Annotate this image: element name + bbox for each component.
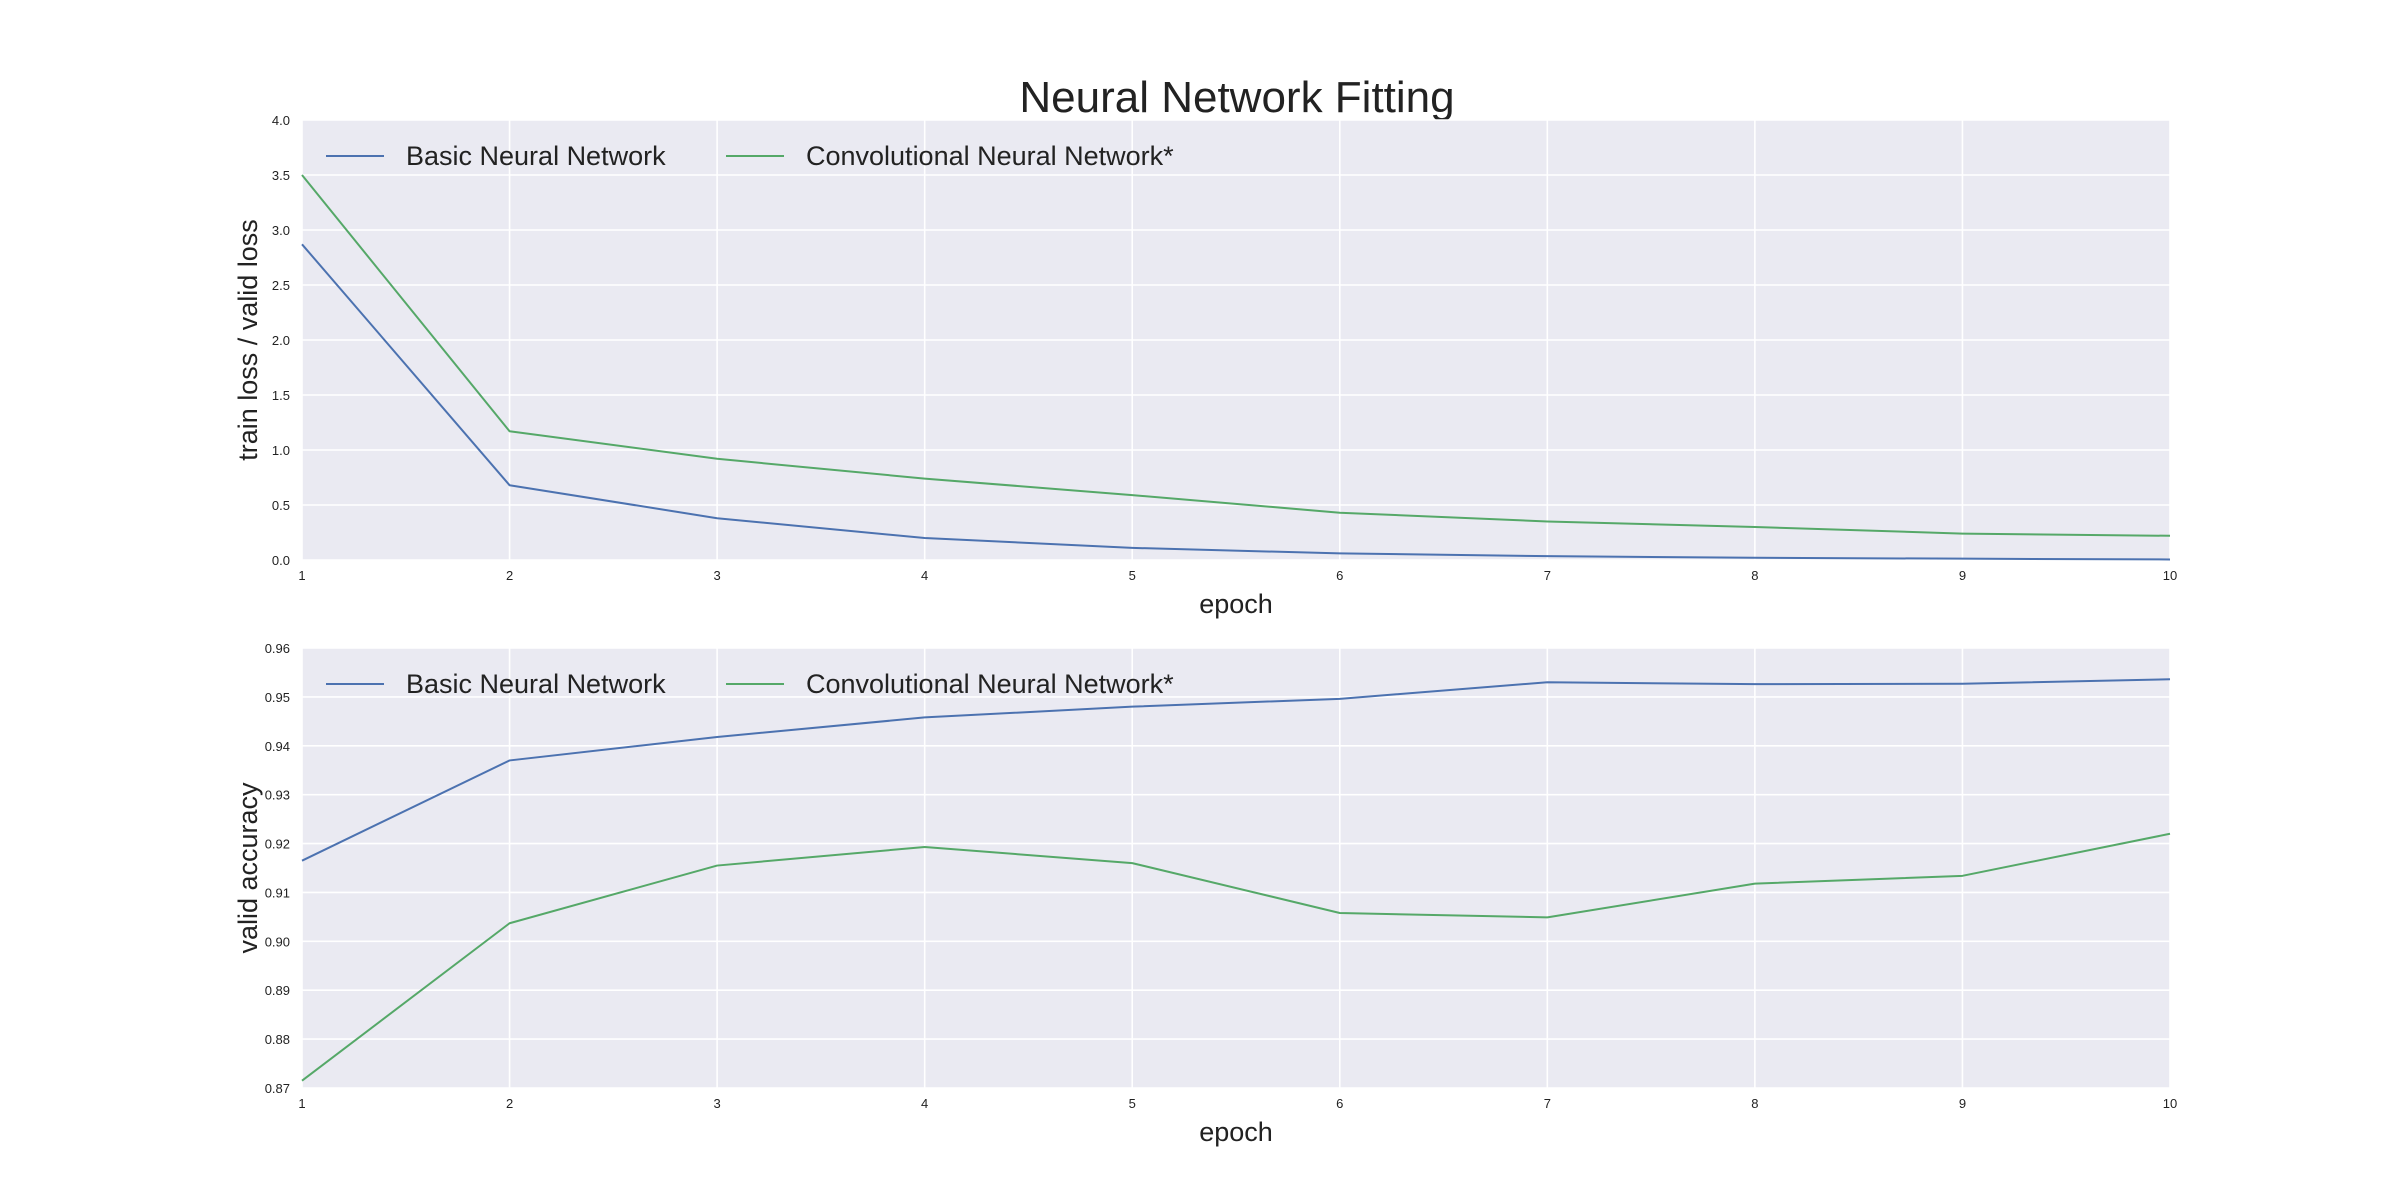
- data-point: [1130, 705, 1134, 709]
- y-tick-label: 0.0: [272, 553, 290, 568]
- data-point: [923, 477, 927, 481]
- data-point: [2168, 677, 2172, 681]
- data-point: [508, 483, 512, 487]
- y-tick-label: 2.0: [272, 333, 290, 348]
- plot-background: [302, 648, 2170, 1088]
- data-point: [715, 735, 719, 739]
- data-point: [923, 715, 927, 719]
- data-point: [1545, 554, 1549, 558]
- data-point: [2168, 557, 2172, 561]
- data-point: [1338, 697, 1342, 701]
- x-tick-label: 6: [1336, 568, 1343, 583]
- data-point: [2168, 534, 2172, 538]
- data-point: [1753, 525, 1757, 529]
- x-tick-label: 9: [1959, 1096, 1966, 1111]
- x-tick-label: 2: [506, 568, 513, 583]
- data-point: [1545, 915, 1549, 919]
- series-line-basic: [301, 243, 2171, 561]
- legend-label: Basic Neural Network: [406, 669, 666, 699]
- y-tick-label: 0.5: [272, 498, 290, 513]
- y-tick-label: 1.0: [272, 443, 290, 458]
- x-tick-label: 6: [1336, 1096, 1343, 1111]
- y-tick-label: 0.96: [265, 641, 290, 656]
- data-point: [1960, 557, 1964, 561]
- x-tick-label: 4: [921, 1096, 928, 1111]
- y-tick-label: 0.89: [265, 983, 290, 998]
- data-point: [715, 864, 719, 868]
- y-tick-label: 0.91: [265, 885, 290, 900]
- data-point: [1960, 874, 1964, 878]
- data-point: [1545, 520, 1549, 524]
- legend-label: Convolutional Neural Network*: [806, 141, 1174, 171]
- y-tick-label: 3.0: [272, 223, 290, 238]
- y-tick-label: 0.92: [265, 837, 290, 852]
- y-tick-label: 0.88: [265, 1032, 290, 1047]
- data-point: [1338, 551, 1342, 555]
- y-tick-label: 0.93: [265, 788, 290, 803]
- y-tick-label: 0.87: [265, 1081, 290, 1096]
- x-tick-label: 7: [1544, 1096, 1551, 1111]
- y-tick-label: 3.5: [272, 168, 290, 183]
- y-axis-label: train loss / valid loss: [233, 219, 263, 461]
- x-tick-label: 4: [921, 568, 928, 583]
- y-tick-label: 2.5: [272, 278, 290, 293]
- x-tick-label: 3: [713, 1096, 720, 1111]
- data-point: [1960, 682, 1964, 686]
- y-tick-label: 0.95: [265, 690, 290, 705]
- data-point: [1338, 911, 1342, 915]
- x-tick-label: 1: [298, 568, 305, 583]
- data-point: [2168, 832, 2172, 836]
- data-point: [923, 845, 927, 849]
- data-point: [508, 921, 512, 925]
- data-point: [300, 1079, 304, 1083]
- x-tick-label: 5: [1129, 568, 1136, 583]
- series-line-conv: [301, 832, 2171, 1082]
- data-point: [300, 859, 304, 863]
- legend-label: Convolutional Neural Network*: [806, 669, 1174, 699]
- loss-subplot: 1 2 3 4 5 6 7 8 9 10 0.0 0.5 1.0 1.5 2.0 2.5 3.0 3.5 4.0 ep…: [233, 113, 2177, 619]
- y-axis-label: valid accuracy: [233, 782, 263, 954]
- x-tick-label: 7: [1544, 568, 1551, 583]
- figure-title: Neural Network Fitting: [1019, 73, 1454, 122]
- series-line-basic: [301, 678, 2171, 862]
- series-line-conv: [301, 174, 2171, 537]
- x-tick-label: 10: [2163, 1096, 2177, 1111]
- x-axis-label: epoch: [1199, 1117, 1273, 1147]
- data-point: [1130, 861, 1134, 865]
- x-axis-label: epoch: [1199, 589, 1273, 619]
- data-point: [300, 173, 304, 177]
- x-tick-label: 8: [1751, 568, 1758, 583]
- data-point: [1130, 546, 1134, 550]
- data-point: [923, 536, 927, 540]
- data-point: [508, 429, 512, 433]
- data-point: [300, 242, 304, 246]
- data-point: [1753, 556, 1757, 560]
- y-tick-label: 0.90: [265, 934, 290, 949]
- y-tick-label: 1.5: [272, 388, 290, 403]
- data-point: [1130, 493, 1134, 497]
- x-tick-label: 3: [713, 568, 720, 583]
- y-tick-label: 4.0: [272, 113, 290, 128]
- data-point: [1960, 532, 1964, 536]
- x-tick-label: 10: [2163, 568, 2177, 583]
- data-point: [1753, 682, 1757, 686]
- x-tick-label: 5: [1129, 1096, 1136, 1111]
- data-point: [508, 758, 512, 762]
- accuracy-subplot: 1 2 3 4 5 6 7 8 9 10 0.87 0.88 0.89 0.90 0.91 0.92 0.93 0…: [233, 641, 2177, 1147]
- data-point: [1545, 680, 1549, 684]
- data-point: [715, 457, 719, 461]
- data-point: [1753, 882, 1757, 886]
- legend-label: Basic Neural Network: [406, 141, 666, 171]
- y-tick-label: 0.94: [265, 739, 290, 754]
- x-tick-label: 8: [1751, 1096, 1758, 1111]
- x-tick-label: 2: [506, 1096, 513, 1111]
- data-point: [715, 516, 719, 520]
- x-tick-label: 9: [1959, 568, 1966, 583]
- x-tick-label: 1: [298, 1096, 305, 1111]
- data-point: [1338, 511, 1342, 515]
